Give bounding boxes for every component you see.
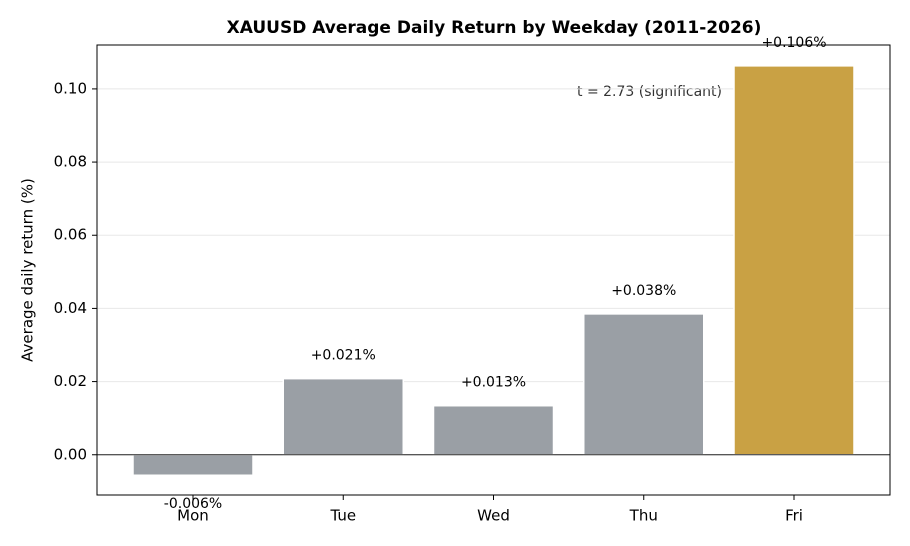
y-axis-label: Average daily return (%) xyxy=(19,178,37,362)
value-label: -0.006% xyxy=(164,496,222,512)
bar xyxy=(282,377,404,456)
value-label: +0.021% xyxy=(311,348,376,364)
bar xyxy=(733,65,855,456)
y-tick-label: 0.10 xyxy=(54,79,87,97)
bar xyxy=(132,454,254,476)
x-tick-label: Mon xyxy=(177,507,209,525)
x-tick-label: Fri xyxy=(785,507,803,525)
value-label: +0.038% xyxy=(611,283,676,299)
value-label: +0.013% xyxy=(461,375,526,391)
y-tick-label: 0.08 xyxy=(54,153,87,171)
annotation: t = 2.73 (significant) xyxy=(577,84,722,100)
bar xyxy=(432,404,555,456)
value-label: +0.106% xyxy=(761,35,826,51)
bar xyxy=(583,313,705,456)
y-tick-label: 0.02 xyxy=(54,372,87,390)
chart-title: XAUUSD Average Daily Return by Weekday (… xyxy=(227,18,762,38)
x-tick-label: Wed xyxy=(477,507,510,525)
y-tick-label: 0.00 xyxy=(54,445,87,463)
plot-frame xyxy=(96,44,891,496)
y-tick-label: 0.04 xyxy=(54,299,87,317)
y-tick-label: 0.06 xyxy=(54,226,87,244)
x-tick-label: Tue xyxy=(329,507,356,525)
x-tick-label: Thu xyxy=(629,507,658,525)
